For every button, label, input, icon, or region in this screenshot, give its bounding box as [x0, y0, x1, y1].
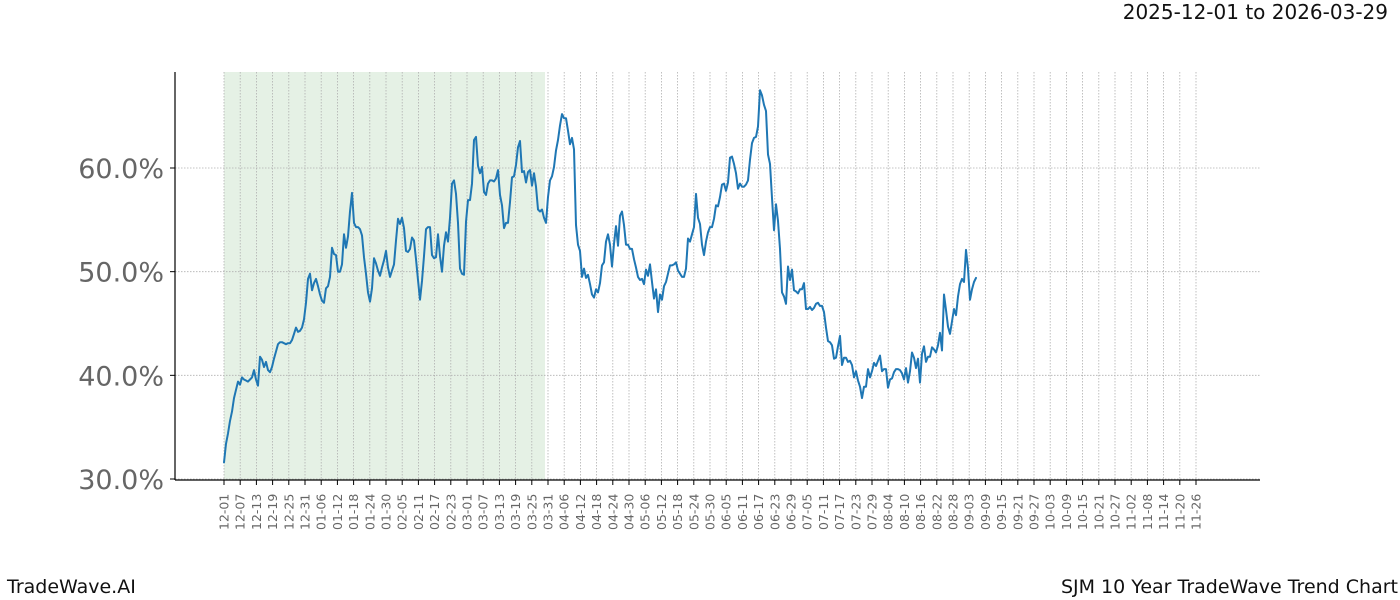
x-tick-label: 04-18: [589, 494, 604, 530]
x-tick-label: 12-31: [298, 494, 313, 530]
x-tick-label: 04-12: [573, 494, 588, 530]
y-tick-label: 50.0%: [78, 258, 164, 289]
y-axis-ticks: 30.0% 40.0% 50.0% 60.0%: [78, 154, 175, 496]
x-tick-label: 12-07: [233, 494, 248, 530]
x-tick-label: 02-17: [427, 494, 442, 530]
x-tick-label: 03-19: [508, 494, 523, 530]
x-tick-label: 01-12: [330, 494, 345, 530]
x-tick-label: 08-10: [897, 494, 912, 530]
x-tick-label: 03-25: [524, 494, 539, 530]
x-tick-label: 06-29: [784, 494, 799, 530]
x-tick-label: 10-09: [1059, 494, 1074, 530]
y-tick-label: 40.0%: [78, 361, 164, 392]
x-tick-label: 09-15: [994, 494, 1009, 530]
x-tick-label: 09-09: [978, 494, 993, 530]
x-tick-label: 07-29: [865, 494, 880, 530]
highlight-range-shade: [224, 72, 545, 480]
x-tick-label: 12-01: [217, 494, 232, 530]
x-tick-label: 11-08: [1140, 494, 1155, 530]
x-tick-label: 04-24: [605, 494, 620, 530]
x-tick-label: 01-30: [379, 494, 394, 530]
x-tick-label: 11-14: [1156, 494, 1171, 530]
x-tick-label: 07-23: [848, 494, 863, 530]
horizontal-gridlines: [175, 167, 1260, 480]
x-tick-label: 12-13: [249, 494, 264, 530]
x-tick-label: 05-24: [686, 494, 701, 530]
x-axis-ticks: 12-01 12-07 12-13 12-19 12-25 12-31 01-06 01-12…: [217, 480, 1204, 530]
x-tick-label: 12-25: [281, 494, 296, 530]
x-tick-label: 04-06: [557, 494, 572, 530]
x-tick-label: 10-27: [1108, 494, 1123, 530]
x-tick-label: 10-03: [1043, 494, 1058, 530]
x-tick-label: 03-31: [541, 494, 556, 530]
x-tick-label: 09-27: [1027, 494, 1042, 530]
x-tick-label: 07-11: [816, 494, 831, 530]
x-tick-label: 03-01: [460, 494, 475, 530]
x-tick-label: 02-11: [411, 494, 426, 530]
x-tick-label: 05-30: [703, 494, 718, 530]
x-tick-label: 10-21: [1091, 494, 1106, 530]
x-tick-label: 01-18: [346, 494, 361, 530]
x-tick-label: 12-19: [265, 494, 280, 530]
x-tick-label: 06-23: [767, 494, 782, 530]
x-tick-label: 09-03: [962, 494, 977, 530]
x-tick-label: 05-12: [654, 494, 669, 530]
series-line-sjm: [223, 89, 977, 464]
x-tick-label: 09-21: [1010, 494, 1025, 530]
x-tick-label: 03-07: [476, 494, 491, 530]
x-tick-label: 06-11: [735, 494, 750, 530]
x-tick-label: 11-26: [1189, 494, 1204, 530]
x-tick-label: 06-05: [719, 494, 734, 530]
x-tick-label: 02-05: [395, 494, 410, 530]
x-tick-label: 08-22: [929, 494, 944, 530]
x-tick-label: 06-17: [751, 494, 766, 530]
x-tick-label: 04-30: [622, 494, 637, 530]
chart-title: SJM 10 Year TradeWave Trend Chart: [1060, 576, 1398, 598]
x-tick-label: 11-20: [1172, 494, 1187, 530]
x-tick-label: 07-05: [800, 494, 815, 530]
x-tick-label: 01-06: [314, 494, 329, 530]
x-tick-label: 01-24: [362, 494, 377, 530]
x-tick-label: 08-04: [881, 494, 896, 530]
brand-label: TradeWave.AI: [7, 576, 136, 598]
y-tick-label: 30.0%: [78, 465, 164, 496]
x-tick-label: 10-15: [1075, 494, 1090, 530]
x-tick-label: 11-02: [1124, 494, 1139, 530]
x-tick-label: 07-17: [832, 494, 847, 530]
x-tick-label: 08-28: [946, 494, 961, 530]
x-tick-label: 05-18: [670, 494, 685, 530]
x-tick-label: 05-06: [638, 494, 653, 530]
x-tick-label: 02-23: [443, 494, 458, 530]
x-tick-label: 08-16: [913, 494, 928, 530]
x-tick-label: 03-13: [492, 494, 507, 530]
date-range-label: 2025-12-01 to 2026-03-29: [1122, 0, 1388, 24]
y-tick-label: 60.0%: [78, 154, 164, 185]
